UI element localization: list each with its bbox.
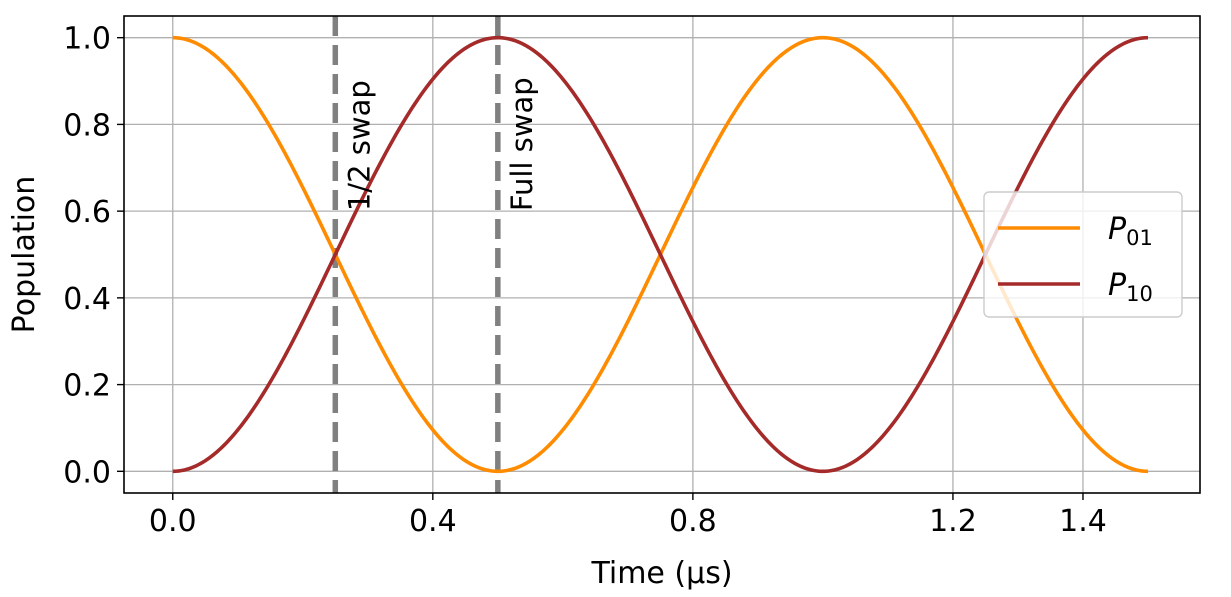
axis-ticks: 0.0 0.4 0.8 1.2 1.4 0.0 0.2 0.4 0.6 0.8 1.0: [63, 22, 1107, 539]
y-tick-label: 0.0: [63, 455, 111, 490]
vline-annotation-1: 1/2 swap: [342, 80, 376, 211]
y-tick-label: 1.0: [63, 22, 111, 57]
y-tick-label: 0.8: [63, 108, 111, 143]
y-tick-label: 0.4: [63, 282, 111, 317]
y-tick-label: 0.2: [63, 369, 111, 404]
vline-annotation-2: Full swap: [505, 77, 539, 211]
x-tick-label: 0.0: [149, 504, 197, 539]
y-axis-label: Population: [7, 176, 42, 334]
x-axis-label: Time (µs): [590, 556, 732, 591]
x-tick-label: 0.8: [669, 504, 717, 539]
x-tick-label: 0.4: [409, 504, 457, 539]
vline-annotations: 1/2 swap Full swap: [342, 77, 539, 211]
x-tick-label: 1.4: [1059, 504, 1107, 539]
legend-label-p10: P10: [1108, 268, 1153, 306]
plot-frame: [123, 15, 1201, 494]
grid-lines: [124, 16, 1200, 493]
y-tick-label: 0.6: [63, 195, 111, 230]
legend-label-p01: P01: [1108, 212, 1153, 250]
x-tick-label: 1.2: [929, 504, 977, 539]
